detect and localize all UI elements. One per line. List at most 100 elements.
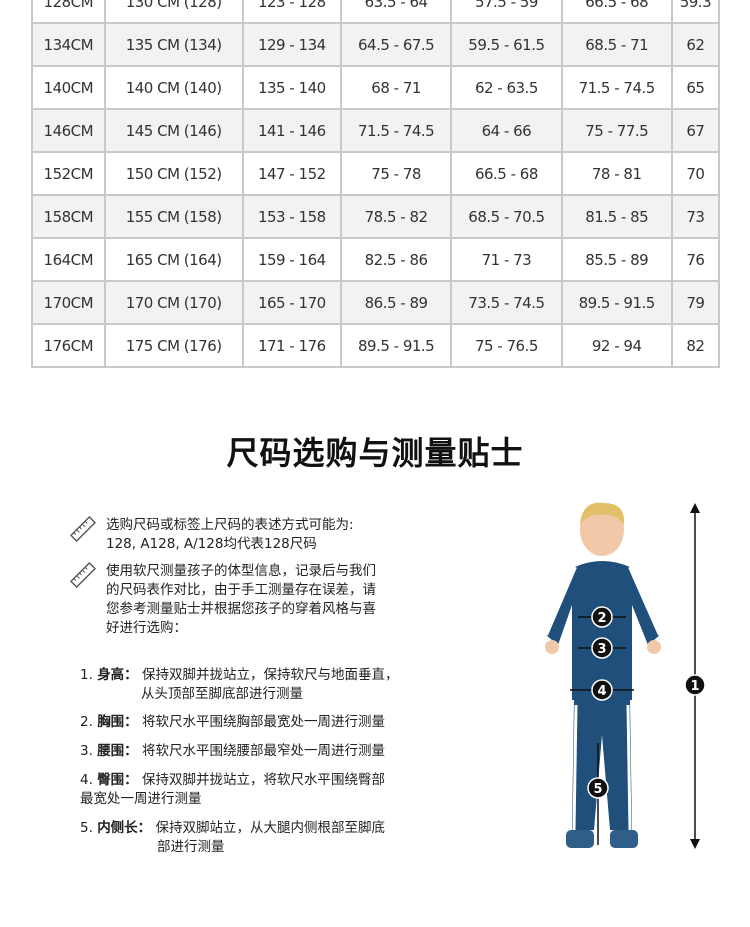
child-head [580,504,624,556]
tips-title: 尺码选购与测量贴士 [226,434,524,472]
table-cell: 68 - 71 [339,65,453,110]
marker-circle [684,674,706,696]
step-text: 保持双脚并拢站立，将软尺水平围绕臀部 [141,772,385,788]
table-cell: 89.5 - 91.5 [339,323,453,368]
table-cell: 82.5 - 86 [339,237,453,282]
marker-label: 5 [593,782,602,797]
tip-text: 选购尺码或标签上尺码的表述方式可能为: 128, A128, A/128均代表12… [106,516,406,554]
table-cell: 140CM [31,65,106,110]
table-cell: 135 CM (134) [103,22,244,67]
table-cell: 128CM [31,0,106,24]
table-cell: 57.5 - 59 [450,0,563,24]
step-label: 身高： [97,667,138,683]
table-cell: 75 - 77.5 [560,108,673,153]
marker-circle [591,679,613,701]
table-cell: 70 [670,151,721,196]
table-cell: 159 - 164 [241,237,342,282]
tip-text: 使用软尺测量孩子的体型信息，记录后与我们 的尺码表作对比，由于手工测量存在误差，请… [106,562,406,638]
table-cell: 170 CM (170) [103,280,244,325]
table-cell: 65 [670,65,721,110]
table-row: 146CM 145 CM (146) 141 - 146 71.5 - 74.5 64 … [31,108,721,153]
step-text-cont: 最宽处一周进行测量 [80,791,202,807]
table-cell: 145 CM (146) [103,108,244,153]
step-number: 1. [80,667,93,683]
table-row: 140CM 140 CM (140) 135 - 140 68 - 71 62 - 63… [31,65,721,110]
table-cell: 59.3 [670,0,721,24]
measurement-step: 1. 身高： 保持双脚并拢站立，保持软尺与地面垂直， 从头顶部至脚底部进行测量 [80,666,398,704]
table-cell: 152CM [31,151,106,196]
table-cell: 158CM [31,194,106,239]
marker-circle [591,606,613,628]
step-number: 2. [80,714,93,730]
table-cell: 175 CM (176) [103,323,244,368]
table-cell: 78 - 81 [560,151,673,196]
table-cell: 76 [670,237,721,282]
table-cell: 75 - 78 [339,151,453,196]
step-text-cont: 从头顶部至脚底部进行测量 [141,686,303,702]
table-cell: 155 CM (158) [103,194,244,239]
child-jacket [546,561,660,700]
table-cell: 62 - 63.5 [450,65,563,110]
table-cell: 89.5 - 91.5 [560,280,673,325]
table-cell: 68.5 - 71 [560,22,673,67]
marker-circle [587,777,609,799]
ruler-icon [69,561,97,589]
table-cell: 171 - 176 [241,323,342,368]
table-cell: 63.5 - 64 [339,0,453,24]
table-cell: 62 [670,22,721,67]
marker-label: 4 [597,684,606,699]
table-cell: 140 CM (140) [103,65,244,110]
measurement-step: 5. 内侧长： 保持双脚站立，从大腿内侧根部至脚底 部进行测量 [80,819,385,857]
table-cell: 130 CM (128) [103,0,244,24]
measurement-step: 4. 臀围： 保持双脚并拢站立，将软尺水平围绕臀部 最宽处一周进行测量 [80,771,385,809]
table-cell: 59.5 - 61.5 [450,22,563,67]
table-cell: 135 - 140 [241,65,342,110]
step-label: 腰围： [97,743,138,759]
table-row: 152CM 150 CM (152) 147 - 152 75 - 78 66.5 - … [31,151,721,196]
child-pants [572,700,632,830]
table-cell: 176CM [31,323,106,368]
table-cell: 64.5 - 67.5 [339,22,453,67]
child-measurement-figure: 1 2 3 4 5 [544,502,706,849]
ruler-icon [69,515,97,543]
table-cell: 66.5 - 68 [560,0,673,24]
table-row: 158CM 155 CM (158) 153 - 158 78.5 - 82 68.5 … [31,194,721,239]
table-cell: 75 - 76.5 [450,323,563,368]
step-number: 5. [80,820,93,836]
step-text: 保持双脚站立，从大腿内侧根部至脚底 [155,820,385,836]
table-row: 164CM 165 CM (164) 159 - 164 82.5 - 86 71 - … [31,237,721,282]
step-text: 保持双脚并拢站立，保持软尺与地面垂直， [141,667,399,683]
tip-line: 您参考测量贴士并根据您孩子的穿着风格与喜 [106,601,376,617]
table-cell: 141 - 146 [241,108,342,153]
table-cell: 123 - 128 [241,0,342,24]
table-cell: 147 - 152 [241,151,342,196]
step-label: 胸围： [97,714,138,730]
table-cell: 134CM [31,22,106,67]
table-cell: 73.5 - 74.5 [450,280,563,325]
tip-line: 使用软尺测量孩子的体型信息，记录后与我们 [106,563,376,579]
marker-circle [591,637,613,659]
child-hair [580,502,625,525]
table-cell: 164CM [31,237,106,282]
measurement-step: 2. 胸围： 将软尺水平围绕胸部最宽处一周进行测量 [80,713,385,732]
table-cell: 85.5 - 89 [560,237,673,282]
table-row: 170CM 170 CM (170) 165 - 170 86.5 - 89 73.5 … [31,280,721,325]
table-cell: 71.5 - 74.5 [339,108,453,153]
table-cell: 79 [670,280,721,325]
table-cell: 67 [670,108,721,153]
table-cell: 71.5 - 74.5 [560,65,673,110]
table-cell: 129 - 134 [241,22,342,67]
table-cell: 81.5 - 85 [560,194,673,239]
table-cell: 165 - 170 [241,280,342,325]
table-cell: 153 - 158 [241,194,342,239]
tip-line: 选购尺码或标签上尺码的表述方式可能为: [106,517,354,533]
tip-line: 128, A128, A/128均代表128尺码 [106,536,317,552]
step-text: 将软尺水平围绕腰部最窄处一周进行测量 [141,743,385,759]
table-cell: 170CM [31,280,106,325]
table-cell: 86.5 - 89 [339,280,453,325]
step-label: 臀围： [97,772,138,788]
step-text-cont: 部进行测量 [157,839,225,855]
table-row: 134CM 135 CM (134) 129 - 134 64.5 - 67.5 59.… [31,22,721,67]
table-cell: 68.5 - 70.5 [450,194,563,239]
table-cell: 146CM [31,108,106,153]
